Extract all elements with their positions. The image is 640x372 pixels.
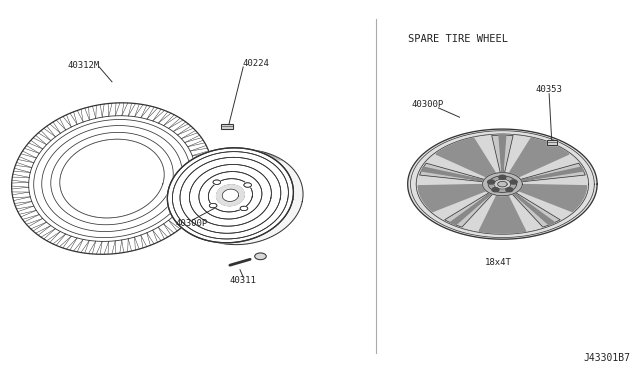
Text: 18x4T: 18x4T: [484, 258, 511, 267]
Polygon shape: [515, 193, 560, 223]
Circle shape: [488, 180, 495, 184]
Polygon shape: [222, 189, 239, 202]
Circle shape: [255, 253, 266, 260]
Polygon shape: [216, 185, 244, 206]
Text: J43301B7: J43301B7: [584, 353, 630, 363]
Text: SPARE TIRE WHEEL: SPARE TIRE WHEEL: [408, 34, 508, 44]
Polygon shape: [445, 193, 490, 223]
Text: 40300P: 40300P: [176, 219, 208, 228]
Polygon shape: [509, 138, 569, 177]
Circle shape: [209, 203, 217, 208]
Polygon shape: [12, 103, 212, 254]
Circle shape: [244, 183, 252, 187]
Polygon shape: [168, 148, 293, 243]
Text: 40311: 40311: [230, 276, 257, 285]
Polygon shape: [519, 185, 587, 212]
Polygon shape: [450, 193, 491, 225]
Polygon shape: [60, 139, 164, 218]
Circle shape: [213, 180, 221, 185]
Polygon shape: [488, 176, 516, 192]
Polygon shape: [498, 182, 507, 187]
Polygon shape: [168, 148, 293, 243]
Polygon shape: [416, 134, 589, 234]
Polygon shape: [503, 135, 513, 173]
Bar: [547, 140, 557, 145]
Bar: [547, 140, 557, 145]
Bar: [221, 124, 233, 129]
Text: 40312M: 40312M: [67, 61, 99, 70]
Polygon shape: [483, 173, 522, 196]
Polygon shape: [177, 150, 303, 245]
Polygon shape: [423, 163, 484, 180]
Polygon shape: [479, 195, 525, 233]
Polygon shape: [512, 194, 550, 227]
Circle shape: [209, 203, 217, 208]
Bar: [221, 124, 233, 129]
Polygon shape: [420, 170, 483, 182]
Polygon shape: [522, 170, 585, 182]
Text: 40224: 40224: [243, 59, 269, 68]
Circle shape: [506, 187, 513, 192]
Polygon shape: [222, 189, 239, 202]
Polygon shape: [492, 135, 502, 173]
Polygon shape: [521, 167, 584, 181]
Circle shape: [510, 180, 517, 184]
Circle shape: [240, 206, 248, 211]
Polygon shape: [514, 193, 555, 225]
Circle shape: [499, 175, 506, 179]
Polygon shape: [494, 179, 511, 189]
Text: 40353: 40353: [536, 85, 563, 94]
Polygon shape: [499, 135, 506, 173]
Circle shape: [492, 187, 499, 192]
Polygon shape: [454, 194, 493, 227]
Text: 40300P: 40300P: [412, 100, 444, 109]
Polygon shape: [520, 163, 582, 180]
Polygon shape: [436, 138, 495, 177]
Polygon shape: [418, 185, 486, 212]
Polygon shape: [421, 167, 484, 181]
Polygon shape: [408, 129, 597, 239]
Circle shape: [244, 183, 252, 187]
Polygon shape: [216, 185, 244, 206]
Circle shape: [240, 206, 248, 211]
Circle shape: [213, 180, 221, 185]
